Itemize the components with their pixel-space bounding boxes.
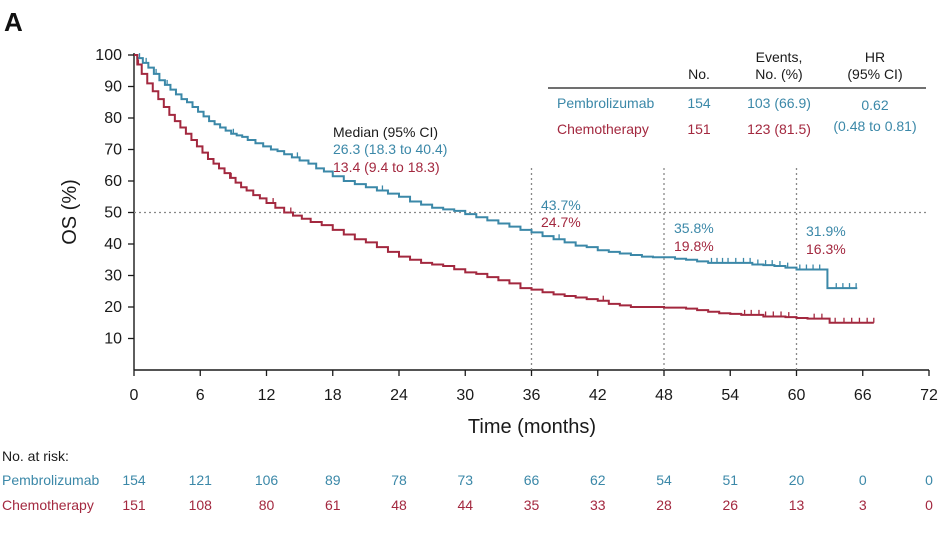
panel-label: A <box>4 7 23 37</box>
events-row-pembro-events: 103 (66.9) <box>747 95 811 111</box>
censor-marks <box>137 53 875 323</box>
chemotherapy-at-risk-value: 108 <box>189 497 213 513</box>
pembrolizumab-at-risk-value: 78 <box>391 472 407 488</box>
events-head-events-2: No. (%) <box>755 66 802 82</box>
pembrolizumab-at-risk-value: 54 <box>656 472 672 488</box>
chemotherapy-at-risk-value: 28 <box>656 497 672 513</box>
pembrolizumab-at-risk-value: 66 <box>524 472 540 488</box>
pembrolizumab-at-risk-value: 0 <box>859 472 867 488</box>
milestone-60-chemo: 16.3% <box>806 241 846 257</box>
x-tick-label: 0 <box>130 387 139 404</box>
events-row-chemo-no: 151 <box>687 121 711 137</box>
x-ticks: 0 6 12 18 24 30 36 42 48 54 60 66 72 <box>130 370 938 404</box>
chemotherapy-at-risk-value: 0 <box>925 497 933 513</box>
chemotherapy-curve <box>134 54 874 324</box>
x-tick-label: 48 <box>655 387 673 404</box>
pembrolizumab-at-risk-value: 154 <box>122 472 146 488</box>
y-tick-label: 90 <box>104 79 122 96</box>
pembrolizumab-at-risk-value: 73 <box>457 472 473 488</box>
chemotherapy-at-risk-value: 48 <box>391 497 407 513</box>
hazard-ratio-ci: (0.48 to 0.81) <box>833 118 916 134</box>
events-head-no: No. <box>688 66 710 82</box>
events-head-events-1: Events, <box>756 49 803 65</box>
chemotherapy-at-risk-value: 33 <box>590 497 606 513</box>
survival-curves <box>134 54 874 324</box>
y-tick-label: 40 <box>104 236 122 253</box>
chemotherapy-at-risk-value: 35 <box>524 497 540 513</box>
x-tick-label: 66 <box>854 387 872 404</box>
pembrolizumab-at-risk-value: 89 <box>325 472 341 488</box>
chemotherapy-at-risk-value: 44 <box>457 497 473 513</box>
y-axis-label: OS (%) <box>59 179 81 245</box>
x-tick-label: 6 <box>196 387 205 404</box>
y-ticks: 10 20 30 40 50 60 70 80 90 100 <box>95 47 134 348</box>
y-tick-label: 70 <box>104 142 122 159</box>
pembrolizumab-curve <box>134 54 858 290</box>
x-axis-label: Time (months) <box>468 416 596 438</box>
milestone-36-pembro: 43.7% <box>541 197 581 213</box>
events-head-hr-1: HR <box>865 49 885 65</box>
events-head-hr-2: (95% CI) <box>847 66 902 82</box>
x-tick-label: 60 <box>788 387 806 404</box>
at-risk-label: No. at risk: <box>2 448 69 464</box>
milestone-60-pembro: 31.9% <box>806 223 846 239</box>
events-row-chemo-events: 123 (81.5) <box>747 121 811 137</box>
pembrolizumab-at-risk-value: 106 <box>255 472 279 488</box>
median-header: Median (95% CI) <box>333 124 438 140</box>
chemotherapy-at-risk-value: 3 <box>859 497 867 513</box>
y-tick-label: 60 <box>104 173 122 190</box>
events-row-pembro-no: 154 <box>687 95 711 111</box>
pembrolizumab-at-risk-value: 121 <box>189 472 213 488</box>
milestone-36-chemo: 24.7% <box>541 214 581 230</box>
pembrolizumab-at-risk-value: 20 <box>789 472 805 488</box>
x-tick-label: 36 <box>523 387 541 404</box>
y-tick-label: 20 <box>104 299 122 316</box>
median-chemo: 13.4 (9.4 to 18.3) <box>333 159 440 175</box>
events-row-pembro-name: Pembrolizumab <box>557 95 654 111</box>
events-row-chemo-name: Chemotherapy <box>557 121 649 137</box>
x-tick-label: 72 <box>920 387 938 404</box>
y-tick-label: 80 <box>104 110 122 127</box>
pembrolizumab-at-risk-value: 0 <box>925 472 933 488</box>
x-tick-label: 12 <box>258 387 276 404</box>
hazard-ratio: 0.62 <box>861 97 888 113</box>
x-tick-label: 18 <box>324 387 342 404</box>
x-tick-label: 42 <box>589 387 607 404</box>
median-pembro: 26.3 (18.3 to 40.4) <box>333 141 447 157</box>
pembrolizumab-at-risk-value: 62 <box>590 472 606 488</box>
y-tick-label: 50 <box>104 205 122 222</box>
chemotherapy-at-risk-value: 61 <box>325 497 341 513</box>
y-tick-label: 30 <box>104 268 122 285</box>
events-table: No. Events, No. (%) HR (95% CI) Pembroli… <box>548 49 926 137</box>
chemotherapy-at-risk-value: 26 <box>722 497 738 513</box>
x-tick-label: 54 <box>721 387 739 404</box>
pembrolizumab-at-risk-value: 51 <box>722 472 738 488</box>
y-tick-label: 100 <box>95 47 122 64</box>
x-tick-label: 24 <box>390 387 408 404</box>
y-tick-label: 10 <box>104 331 122 348</box>
x-tick-label: 30 <box>456 387 474 404</box>
milestone-48-chemo: 19.8% <box>674 238 714 254</box>
at-risk-values: 154 121 106 89 78 73 66 62 54 51 20 0 0 151 108 80 61 48 4… <box>122 472 933 513</box>
chemotherapy-at-risk-value: 13 <box>789 497 805 513</box>
chemotherapy-at-risk-value: 151 <box>122 497 146 513</box>
chemotherapy-at-risk-value: 80 <box>259 497 275 513</box>
at-risk-chemo-name: Chemotherapy <box>2 497 94 513</box>
at-risk-pembro-name: Pembrolizumab <box>2 472 99 488</box>
milestone-48-pembro: 35.8% <box>674 220 714 236</box>
